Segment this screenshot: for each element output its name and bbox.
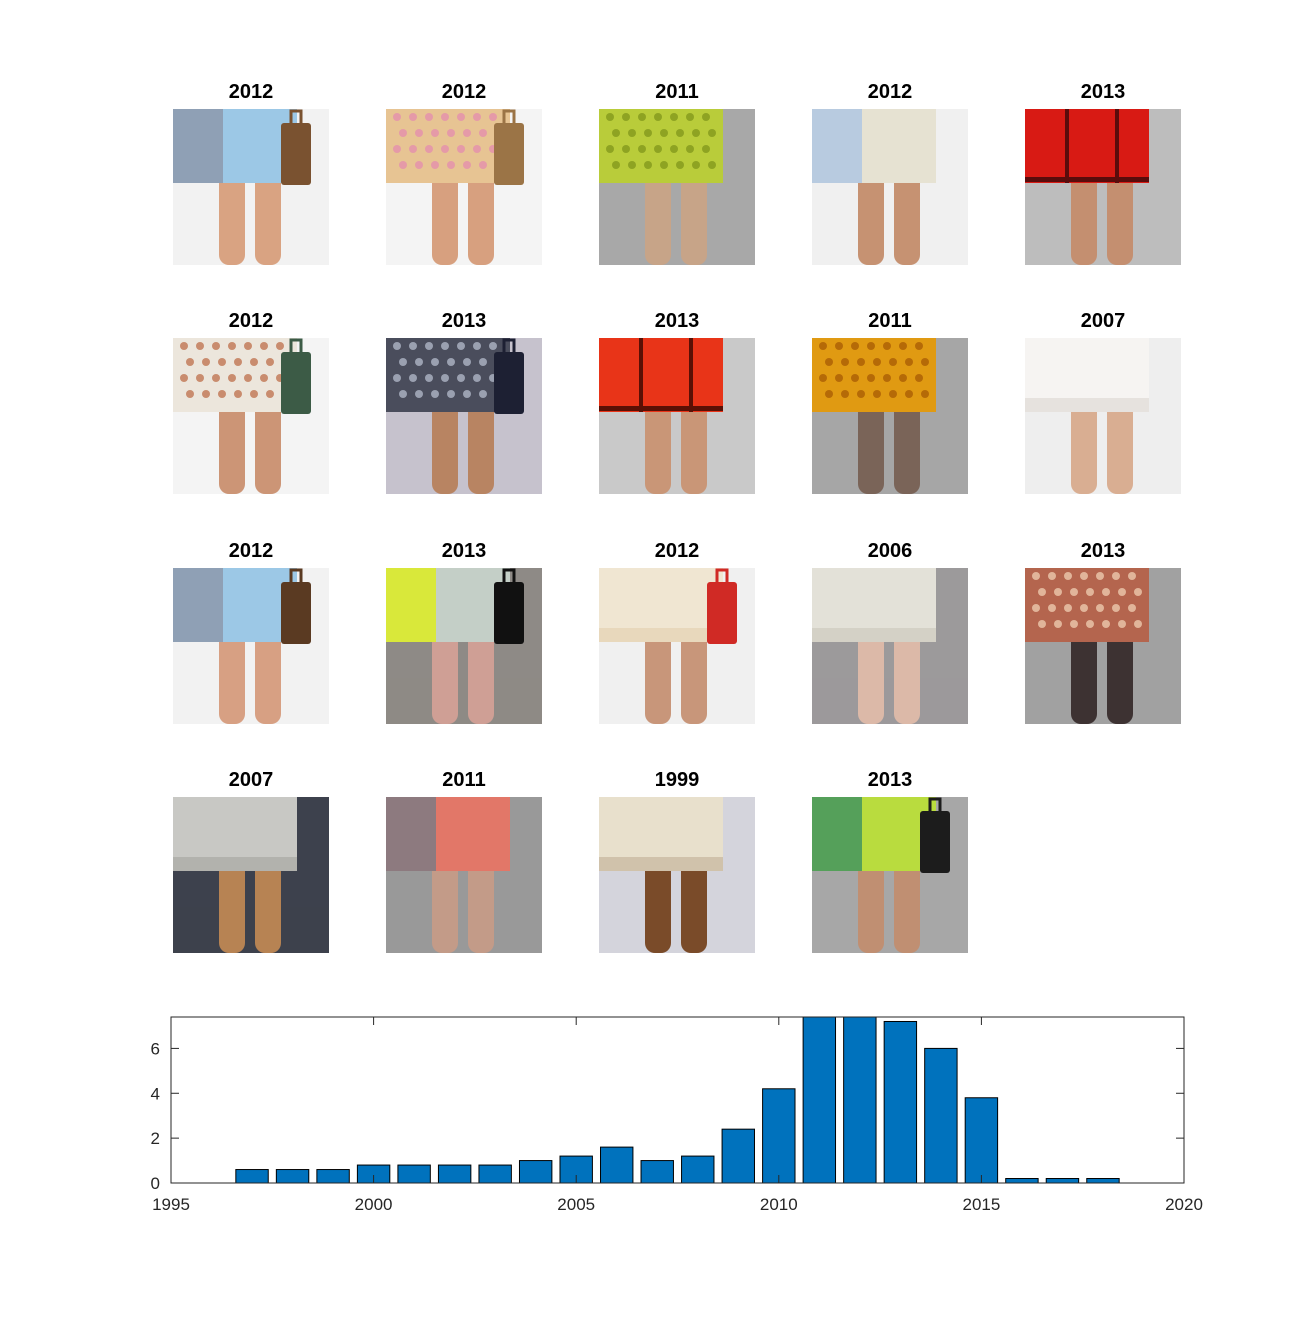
thumbnail-image <box>386 568 542 724</box>
histogram-bar-2008 <box>681 1155 715 1183</box>
histogram-bar-2012 <box>843 1017 877 1183</box>
histogram-bar-1999 <box>316 1169 350 1183</box>
thumbnail-year-label: 2013 <box>441 540 487 562</box>
histogram-bar-1997 <box>235 1169 269 1183</box>
thumbnail-year-label: 2013 <box>867 769 913 791</box>
thumbnail-image <box>599 797 755 953</box>
thumbnail-year-label: 2012 <box>228 310 274 332</box>
histogram-bar-2010 <box>762 1088 796 1183</box>
thumbnail-image <box>599 338 755 494</box>
thumbnail-image <box>1025 109 1181 265</box>
histogram-bar-1998 <box>275 1169 310 1183</box>
histogram-bar-2011 <box>802 1017 837 1183</box>
thumbnail-year-label: 2011 <box>655 81 699 103</box>
y-tick-label-6: 6 <box>151 1039 160 1058</box>
thumbnail-image <box>599 109 755 265</box>
histogram-bar-2002 <box>437 1164 472 1183</box>
thumbnail-year-label: 2012 <box>441 81 487 103</box>
thumbnail-year-label: 2013 <box>441 310 487 332</box>
histogram-bar-2013 <box>883 1020 918 1183</box>
thumbnail-image <box>173 109 329 265</box>
x-tick-label-2010: 2010 <box>760 1195 798 1214</box>
thumbnail-image <box>386 797 542 953</box>
histogram-bar-2014 <box>924 1047 958 1183</box>
thumbnail-year-label: 2011 <box>868 310 912 332</box>
thumbnail-image <box>599 568 755 724</box>
thumbnail-image <box>386 338 542 494</box>
x-tick-label-1995: 1995 <box>152 1195 190 1214</box>
thumbnail-image <box>173 568 329 724</box>
thumbnail-year-label: 2011 <box>442 769 486 791</box>
thumbnail-year-label: 2013 <box>1080 540 1126 562</box>
thumbnail-year-label: 2007 <box>228 769 274 791</box>
thumbnail-image <box>1025 568 1181 724</box>
thumbnail-year-label: 2012 <box>654 540 700 562</box>
thumbnail-year-label: 2013 <box>1080 81 1126 103</box>
histogram-bar-2006 <box>600 1146 634 1183</box>
histogram-bar-2016 <box>1005 1178 1039 1183</box>
x-tick-label-2000: 2000 <box>355 1195 393 1214</box>
thumbnail-image <box>812 797 968 953</box>
thumbnail-year-label: 2012 <box>228 81 274 103</box>
histogram-bar-2003 <box>478 1164 512 1183</box>
histogram-bar-2007 <box>640 1160 674 1183</box>
histogram-bar-2017 <box>1045 1178 1080 1183</box>
thumbnail-image <box>1025 338 1181 494</box>
x-tick-label-2005: 2005 <box>557 1195 595 1214</box>
x-tick-label-2020: 2020 <box>1165 1195 1203 1214</box>
thumbnail-year-label: 2006 <box>867 540 913 562</box>
thumbnail-year-label: 2007 <box>1080 310 1126 332</box>
thumbnail-year-label: 1999 <box>654 769 700 791</box>
y-tick-label-0: 0 <box>151 1174 160 1193</box>
histogram-bar-2015 <box>964 1097 999 1183</box>
histogram-bar-2001 <box>397 1164 431 1183</box>
histogram-axes-box <box>170 1016 1185 1184</box>
thumbnail-image <box>173 338 329 494</box>
thumbnail-year-label: 2012 <box>867 81 913 103</box>
x-tick-label-2015: 2015 <box>962 1195 1000 1214</box>
histogram-bars <box>235 1017 1120 1183</box>
thumbnail-image <box>812 568 968 724</box>
histogram-bar-2004 <box>518 1160 553 1183</box>
histogram-bar-2009 <box>721 1128 755 1183</box>
thumbnail-image <box>386 109 542 265</box>
thumbnail-year-label: 2013 <box>654 310 700 332</box>
thumbnail-year-label: 2012 <box>228 540 274 562</box>
histogram-bar-2000 <box>356 1164 391 1183</box>
thumbnail-image <box>812 109 968 265</box>
thumbnail-image <box>173 797 329 953</box>
y-tick-label-4: 4 <box>151 1084 160 1103</box>
thumbnail-image <box>812 338 968 494</box>
histogram-bar-2018 <box>1086 1178 1120 1183</box>
y-tick-label-2: 2 <box>151 1129 160 1148</box>
